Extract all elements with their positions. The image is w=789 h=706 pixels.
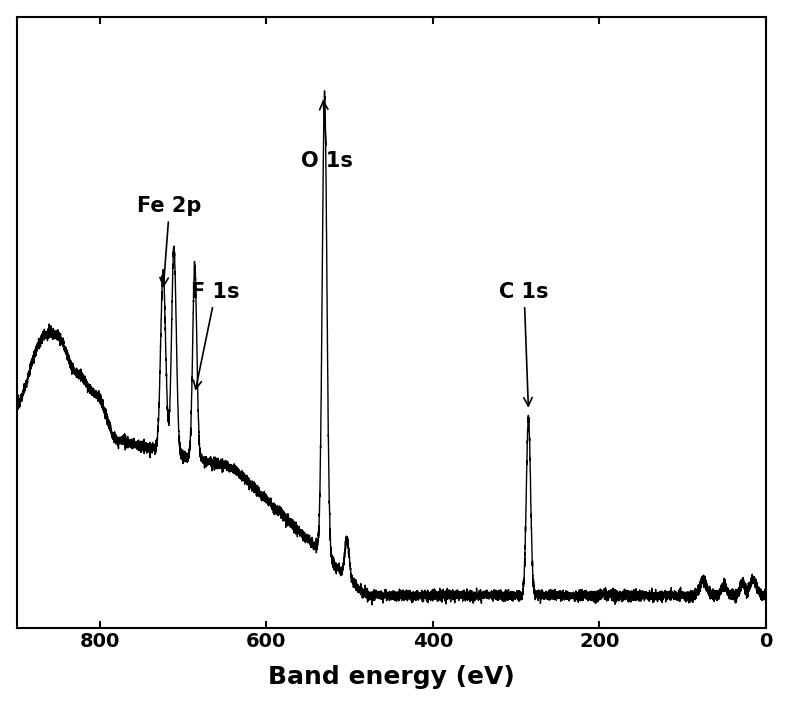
Text: C 1s: C 1s xyxy=(499,282,549,406)
X-axis label: Band energy (eV): Band energy (eV) xyxy=(267,665,514,689)
Text: F 1s: F 1s xyxy=(192,282,240,389)
Text: Fe 2p: Fe 2p xyxy=(137,196,202,286)
Text: O 1s: O 1s xyxy=(301,101,353,171)
